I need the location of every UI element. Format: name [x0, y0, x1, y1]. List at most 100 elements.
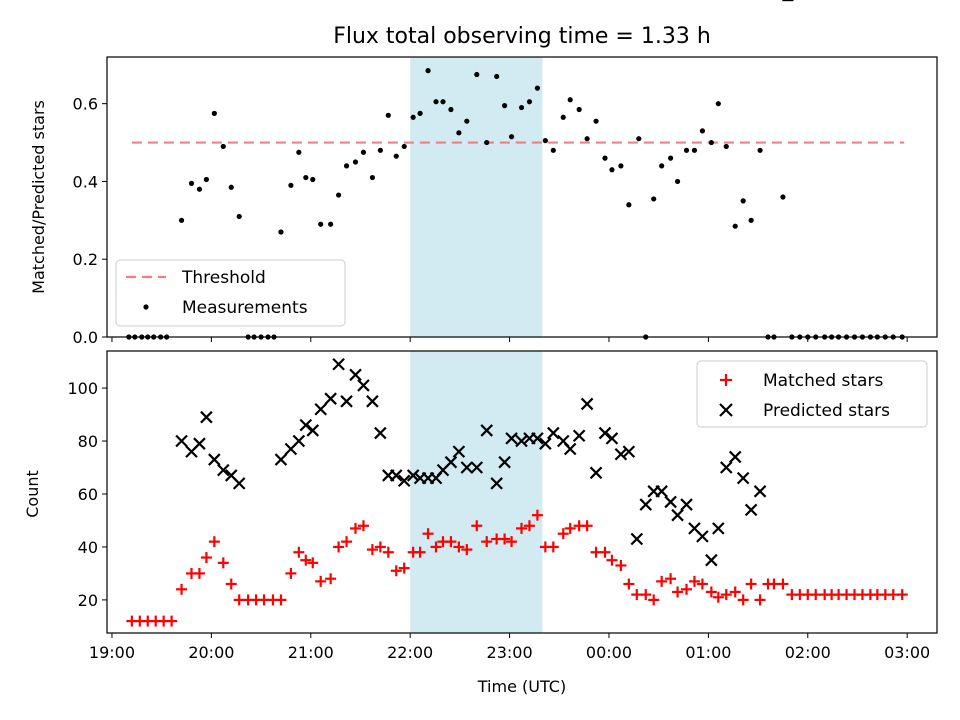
predicted-star-point [728, 450, 742, 464]
top-y-ticks: 0.0 0.2 0.4 0.6 [73, 95, 107, 347]
matched-star-point [665, 573, 677, 585]
legend-predicted-label: Predicted stars [763, 401, 890, 421]
matched-star-point [729, 586, 741, 598]
x-tick-label: 03:00 [884, 643, 930, 662]
matched-star-point [615, 559, 627, 571]
matched-star-point [720, 589, 732, 601]
measurement-point [567, 97, 573, 103]
bottom-legend-box [696, 360, 928, 428]
measurement-point [425, 68, 431, 74]
predicted-star-point [605, 432, 619, 445]
chart-title: Flux total observing time = 1.33 h [333, 24, 711, 49]
top-y-tick-label: 0.6 [73, 95, 98, 114]
measurement-point [748, 217, 754, 223]
matched-star-point [325, 573, 337, 585]
predicted-star-point [744, 503, 758, 517]
bottom-y-axis-label: Count [23, 470, 42, 518]
predicted-star-point [366, 395, 379, 408]
matched-star-point [681, 583, 693, 595]
measurement-point [464, 118, 470, 124]
bottom-y-ticks: 20 40 60 80 100 [67, 379, 107, 610]
predicted-star-point [515, 434, 528, 448]
top-axes-frame [106, 56, 938, 338]
matched-star-point [200, 552, 212, 564]
matched-star-point [745, 578, 757, 590]
measurement-point [328, 221, 334, 227]
matched-points [126, 509, 908, 627]
matched-star-point [754, 594, 766, 606]
predicted-star-point [292, 434, 306, 448]
legend-matched-label: Matched stars [763, 371, 883, 391]
x-tick-label: 20:00 [188, 643, 234, 662]
matched-star-point [193, 567, 205, 579]
measurement-point [377, 147, 383, 153]
predicted-star-point [314, 402, 327, 416]
matched-star-point [581, 520, 593, 532]
matched-star-point [623, 578, 635, 590]
matched-star-point [366, 544, 378, 556]
measurement-point [220, 143, 226, 150]
measurement-point [508, 134, 515, 140]
matched-star-point [481, 536, 493, 548]
measurement-point [352, 159, 359, 165]
matched-star-point [696, 578, 708, 590]
matched-star-point [506, 536, 518, 548]
predicted-star-point [531, 432, 544, 445]
measurement-point [659, 163, 665, 169]
predicted-star-point [664, 495, 677, 509]
measurement-point [683, 147, 690, 153]
predicted-star-point [753, 485, 767, 498]
measurement-point [211, 110, 217, 116]
measurement-point [534, 85, 541, 91]
measurement-point [196, 186, 203, 192]
measurement-point [626, 202, 632, 208]
predicted-star-point [452, 445, 466, 458]
matched-star-point [606, 554, 618, 566]
measurement-point [203, 176, 210, 183]
measurement-point [542, 138, 548, 144]
x-tick-label: 01:00 [685, 643, 731, 662]
predicted-star-point [208, 453, 221, 466]
predicted-star-point [705, 553, 718, 567]
matched-star-point [461, 544, 473, 556]
predicted-star-point [736, 471, 750, 485]
predicted-star-point [547, 426, 560, 440]
measurement-point [584, 136, 590, 142]
measurement-point [484, 139, 490, 146]
measurement-point [668, 155, 674, 161]
predicted-star-point [470, 461, 484, 474]
matched-star-point [275, 594, 287, 606]
measurement-point [336, 192, 342, 198]
measurement-point [576, 106, 582, 113]
matched-star-point [640, 589, 652, 601]
predicted-star-point [719, 461, 733, 474]
measurement-point [288, 182, 294, 188]
measurement-point [618, 163, 624, 169]
matched-star-point [523, 520, 535, 532]
predicted-star-point [589, 466, 603, 480]
measurement-point [691, 147, 698, 153]
measurement-point [318, 221, 324, 227]
bottom-shaded-interval [410, 351, 543, 633]
bottom-y-tick-label: 80 [78, 432, 98, 451]
matched-star-point [307, 557, 319, 569]
measurement-point [593, 118, 599, 124]
measurement-point [178, 217, 185, 223]
x-tick-label: 00:00 [586, 643, 632, 662]
top-points [126, 68, 905, 340]
predicted-points [175, 0, 794, 567]
legend-matched-swatch [720, 374, 732, 386]
predicted-star-point [480, 424, 493, 437]
matched-star-point [357, 520, 369, 532]
top-y-tick-label: 0.4 [73, 172, 98, 191]
predicted-star-point [460, 461, 474, 474]
predicted-star-point [498, 455, 511, 469]
bottom-y-tick-label: 100 [67, 379, 98, 398]
measurement-point [518, 104, 525, 111]
matched-star-point [531, 509, 543, 521]
matched-star-point [705, 586, 717, 598]
matched-star-point [688, 575, 700, 587]
matched-star-point [453, 541, 465, 553]
matched-star-point [390, 565, 402, 577]
bottom-y-tick-label: 60 [78, 485, 98, 504]
